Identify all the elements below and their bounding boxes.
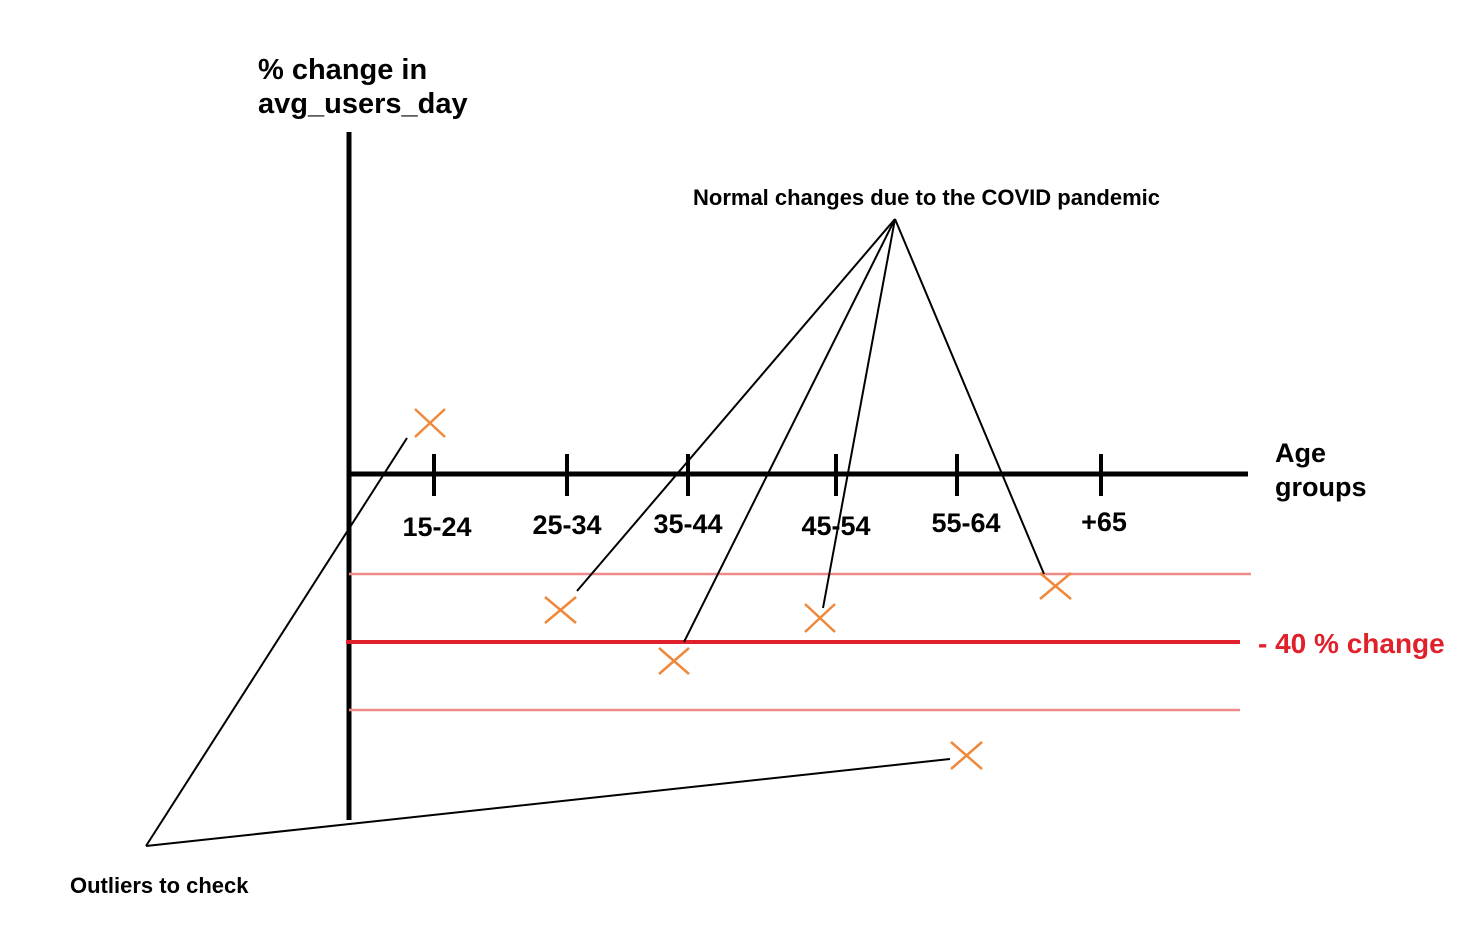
data-markers [414,408,1072,770]
marker-35-44 [658,647,690,675]
tick-label-15-24: 15-24 [402,512,471,542]
marker-outlier-55-64 [950,741,983,770]
x-axis-label-line-2: groups [1275,472,1367,502]
pointer-to-45-54 [822,218,896,609]
tick-label-25-34: 25-34 [532,510,601,540]
pointer-to-outlier-low [145,758,951,847]
tick-label-55-64: 55-64 [931,508,1000,538]
normal-change-pointers [576,218,1045,643]
marker-65-plus [1039,572,1072,600]
outlier-pointers [145,437,951,847]
tick-label-65-plus: +65 [1081,507,1127,537]
y-axis-label-line-2: avg_users_day [258,88,468,120]
pointer-to-35-44 [683,218,896,643]
x-axis-label-line-1: Age [1275,438,1326,468]
annotation-normal-changes: Normal changes due to the COVID pandemic [693,185,1160,210]
reference-line-label: - 40 % change [1258,628,1445,659]
pointer-to-55-64 [894,218,1045,575]
tick-label-35-44: 35-44 [653,509,722,539]
pointer-to-25-34 [576,218,896,592]
marker-outlier-15-24 [414,408,446,438]
pointer-to-outlier-high [145,437,408,847]
annotation-outliers: Outliers to check [70,873,249,898]
y-axis-label-line-1: % change in [258,54,427,86]
marker-25-34 [544,596,577,624]
marker-45-54 [804,603,836,633]
